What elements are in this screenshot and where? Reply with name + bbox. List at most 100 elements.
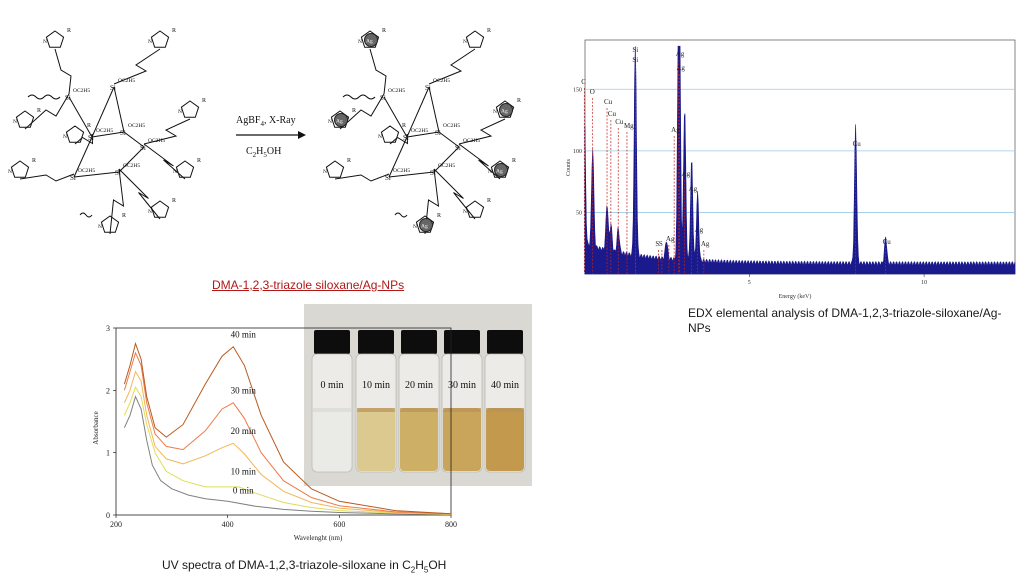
propyl-linker [74,133,94,145]
edx-y-tick: 100 [573,149,582,155]
liquid-meniscus [486,408,524,412]
propyl-linker [428,48,476,85]
triazole-ring [465,30,485,48]
silicon-atom: Si [70,174,76,182]
uv-series-annotation: 40 min [231,330,257,340]
nitrogen-atom: N [323,169,327,175]
triazole-ring [380,125,400,143]
edx-caption-line2: NPs [688,321,711,335]
r-group: R [37,108,41,114]
solvent-label: C2H5OH [246,146,281,159]
vial-liquid [400,408,438,471]
silicon-atom: Si [385,174,391,182]
ethoxy-group: OC2H5 [393,168,410,174]
edx-peak-label: Cu [615,118,624,126]
propyl-linker [54,48,72,95]
vial-liquid [486,408,524,471]
triazole-ring [45,30,65,48]
siloxane-bond [388,171,435,178]
nitrogen-atom: N [488,169,492,175]
silicon-atom: Si [115,169,121,177]
r-group: R [382,28,386,34]
triazole-ring [180,100,200,118]
edx-caption: EDX elemental analysis of DMA-1,2,3-tria… [688,306,1024,336]
uv-y-tick: 3 [106,324,110,333]
uv-series-annotation: 20 min [231,426,257,436]
siloxane-bond [118,146,145,173]
r-group: R [512,158,516,164]
vial-cap [487,330,523,354]
liquid-meniscus [313,408,351,412]
silver-label: Ag [496,169,503,175]
r-group: R [347,158,351,164]
siloxane-bond [406,86,430,138]
nitrogen-atom: N [98,224,102,230]
propyl-linker [24,93,70,130]
edx-caption-line1: EDX elemental analysis of DMA-1,2,3-tria… [688,306,1002,320]
r-group: R [202,98,206,104]
ethoxy-group: OC2H5 [433,78,450,84]
uv-series-line [123,386,452,515]
edx-peak-label: Ag [676,64,685,72]
uv-series-annotation: 30 min [231,386,257,396]
r-group: R [122,213,126,219]
nitrogen-atom: N [8,169,12,175]
nitrogen-atom: N [173,169,177,175]
uv-y-tick: 1 [106,449,110,458]
siloxane-bond [433,146,460,173]
r-group: R [437,213,441,219]
uv-series-annotation: 0 min [233,485,254,495]
vial-cap [401,330,437,354]
siloxane-bond [428,86,440,133]
nitrogen-atom: N [328,119,332,125]
r-group: R [87,123,91,129]
vial-liquid [313,408,351,471]
siloxane-bond [388,136,408,178]
edx-peak-label: Cu [853,140,862,148]
uv-x-tick: 200 [110,520,122,529]
propyl-linker [424,168,440,235]
propyl-linker [339,93,385,130]
edx-peak-label: Mg [624,122,634,130]
vial-time-label: 40 min [491,380,519,391]
vial-cap [358,330,394,354]
siloxane-bond [73,171,120,178]
siloxane-bond [113,86,125,133]
vial-liquid [357,408,395,471]
silver-nanoparticle [334,113,348,127]
edx-peak-label: Cu [604,98,613,106]
edx-peak-label: Ag [682,170,691,178]
triazole-ring [65,125,85,143]
r-group: R [67,28,71,34]
silicon-atom: Si [120,129,126,137]
nitrogen-atom: N [148,39,152,45]
edx-y-label: Counts [566,158,572,176]
triazole-ring [150,200,170,218]
edx-x-tick: 5 [748,280,751,286]
reaction-arrowhead [298,131,306,139]
triazole-ring [465,200,485,218]
siloxane-bond [406,131,440,138]
propyl-linker [334,173,390,182]
edx-peak-label: C [581,78,586,86]
vial-time-label: 0 min [320,380,343,391]
edx-peak-label: Si [632,56,638,64]
propyl-linker [143,143,186,180]
triazole-ring [495,100,515,118]
r-group: R [32,158,36,164]
vial-cap [444,330,480,354]
ethoxy-group: OC2H5 [438,163,455,169]
edx-peak-label: Si [632,46,638,54]
silver-label: Ag [501,109,508,115]
propyl-linker [118,168,161,220]
silicon-atom: Si [430,169,436,177]
edx-peak-label: Ag [689,185,698,193]
siloxane-bond [73,136,93,178]
uv-series-annotation: 10 min [231,467,257,477]
nitrogen-atom: N [378,134,382,140]
uv-y-tick: 0 [106,511,110,520]
nitrogen-atom: N [178,109,182,115]
triazole-ring [330,110,350,128]
liquid-meniscus [400,408,438,412]
vial-time-label: 10 min [362,380,390,391]
